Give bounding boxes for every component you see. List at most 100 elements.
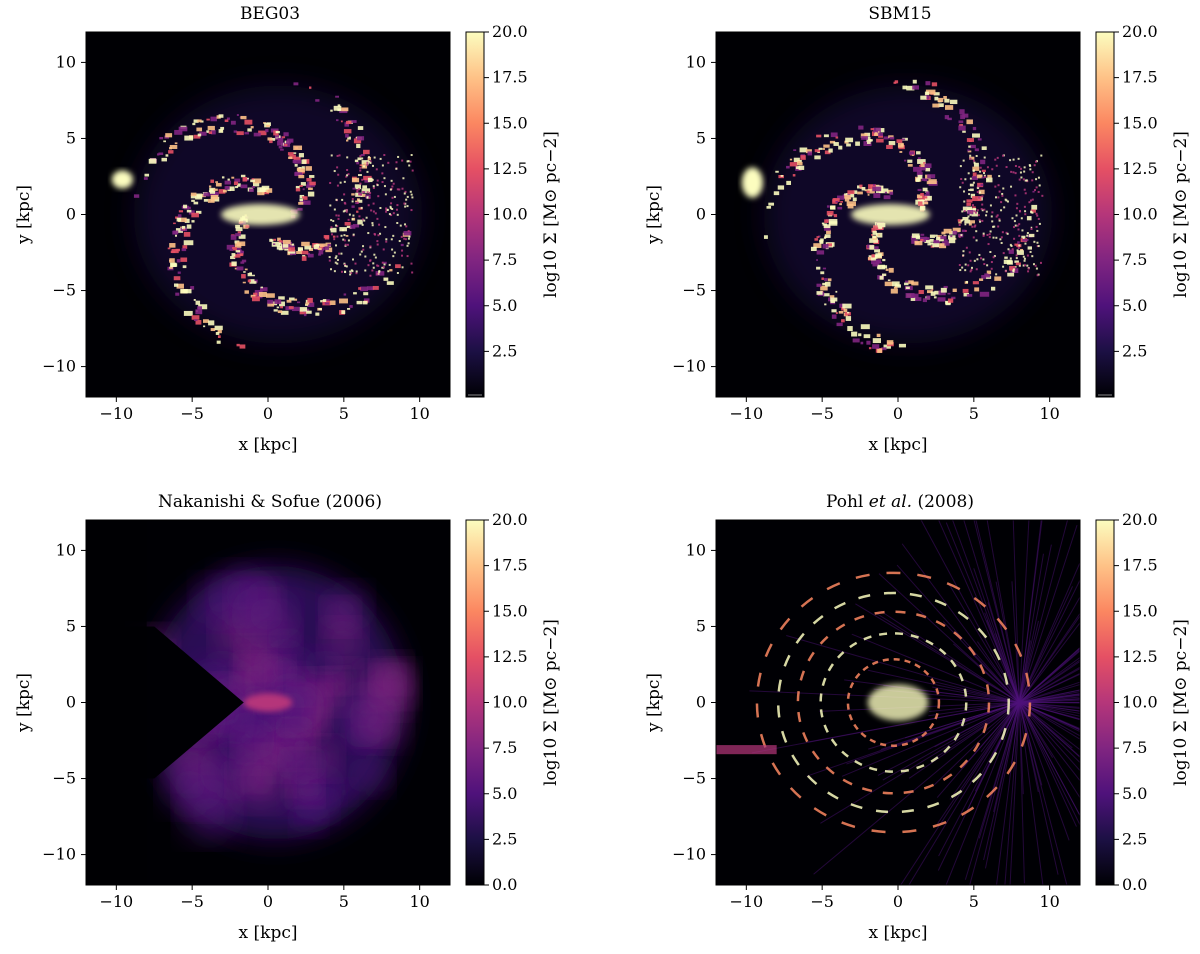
colorbar: 20.0 17.5 15.0 12.5 10.0 7.5 5.0 2.5 0.0 log10 Σ … [1095,510,1191,894]
x-tick-label: 0 [893,404,903,423]
x-tick-label: −5 [810,404,834,423]
y-tick-label: −10 [672,845,706,864]
panel-3: Nakanishi & Sofue (2006) −10 −5 0 5 10 10 5 0 −5 −… [14,492,561,943]
x-tick-label: 0 [263,892,273,911]
x-tick-label: 0 [893,892,903,911]
y-tick-label: −5 [682,769,706,788]
y-tick-label: 5 [696,128,706,147]
colorbar-tick-label: 17.5 [492,68,528,87]
heatmap-image [86,520,450,885]
y-tick-label: 5 [696,616,706,635]
colorbar-tick-label: 5.0 [1122,784,1147,803]
panel-title: SBM15 [868,4,931,24]
x-tick-label: −5 [810,892,834,911]
colorbar-tick-label: 7.5 [1122,250,1147,269]
panel-title: Nakanishi & Sofue (2006) [158,492,382,512]
colorbar-tick-label: 15.0 [1122,113,1158,132]
heatmap-image [86,32,450,397]
colorbar-tick-label: 5.0 [492,296,517,315]
colorbar-tick-label: 10.0 [1122,693,1158,712]
colorbar-tick-label: 0.0 [492,875,517,894]
colorbar-tick-label: 12.5 [1122,647,1158,666]
panel-title: BEG03 [240,4,300,24]
x-tick-label: 0 [263,404,273,423]
colorbar-tick-label: 7.5 [1122,738,1147,757]
colorbar-tick-label: 15.0 [492,113,528,132]
colorbar-tick-label: 12.5 [492,159,528,178]
x-axis-label: x [kpc] [869,923,928,943]
colorbar-tick-label: 20.0 [492,510,528,529]
heatmap-image [716,520,1080,885]
y-tick-label: 5 [66,616,76,635]
colorbar-tick-label: 12.5 [492,647,528,666]
panel-1: BEG03 −10 −5 0 5 10 10 5 0 −5 −10 x [kpc] y [kpc] 20.… [14,4,561,455]
colorbar-tick-label: 17.5 [492,556,528,575]
panel-4: Pohl et al. (2008) −10 −5 0 5 10 10 5 0 −5 −10 x [k… [644,492,1191,943]
y-tick-label: 10 [56,540,76,559]
heatmap-image [716,32,1080,397]
x-tick-label: −10 [99,892,133,911]
panel-2: SBM15 −10 −5 0 5 10 10 5 0 −5 −10 x [kpc] y [kpc] 20.… [644,4,1191,455]
y-axis-label: y [kpc] [14,673,34,733]
colorbar-gradient [1096,520,1114,885]
colorbar-label: log10 Σ [M⊙ pc−2] [1171,131,1191,298]
y-tick-label: −10 [672,357,706,376]
x-tick-label: 5 [969,892,979,911]
colorbar-tick-label: 2.5 [492,829,517,848]
y-axis-label: y [kpc] [644,673,664,733]
y-tick-label: −5 [682,281,706,300]
colorbar: 20.0 17.5 15.0 12.5 10.0 7.5 5.0 2.5 0.0 log10 Σ … [465,510,561,894]
colorbar-gradient [466,32,484,397]
y-axis-label: y [kpc] [14,185,34,245]
colorbar-tick-label: 5.0 [492,784,517,803]
y-tick-label: 10 [686,540,706,559]
x-axis-label: x [kpc] [239,435,298,455]
colorbar-tick-label: 0.0 [1122,875,1147,894]
colorbar-gradient [1096,32,1114,397]
colorbar-tick-label: 17.5 [1122,68,1158,87]
colorbar-tick-label: 20.0 [1122,22,1158,41]
colorbar-label: log10 Σ [M⊙ pc−2] [1171,619,1191,786]
colorbar: 20.0 17.5 15.0 12.5 10.0 7.5 5.0 2.5 log10 Σ [M⊙… [1095,22,1191,398]
colorbar-tick-label: 15.0 [1122,601,1158,620]
colorbar-tick-label: 2.5 [492,341,517,360]
colorbar-tick-label: 12.5 [1122,159,1158,178]
x-axis-label: x [kpc] [869,435,928,455]
y-tick-label: 0 [696,693,706,712]
colorbar-label: log10 Σ [M⊙ pc−2] [541,619,561,786]
x-tick-label: −10 [99,404,133,423]
y-tick-label: 0 [66,205,76,224]
x-tick-label: 10 [1039,404,1059,423]
x-tick-label: 10 [409,892,429,911]
colorbar-tick-label: 2.5 [1122,341,1147,360]
x-tick-label: 10 [1039,892,1059,911]
x-tick-label: 5 [969,404,979,423]
colorbar-label: log10 Σ [M⊙ pc−2] [541,131,561,298]
y-tick-label: −5 [52,769,76,788]
panel-title: Pohl et al. (2008) [826,492,974,512]
y-axis-label: y [kpc] [644,185,664,245]
colorbar-tick-label: 7.5 [492,738,517,757]
x-tick-label: 10 [409,404,429,423]
colorbar-tick-label: 10.0 [1122,205,1158,224]
colorbar: 20.0 17.5 15.0 12.5 10.0 7.5 5.0 2.5 log10 Σ [M⊙… [465,22,561,398]
x-tick-label: −5 [180,404,204,423]
x-tick-label: −5 [180,892,204,911]
x-axis-label: x [kpc] [239,923,298,943]
x-tick-label: −10 [729,892,763,911]
y-tick-label: −10 [42,845,76,864]
x-tick-label: 5 [339,892,349,911]
y-tick-label: 10 [686,52,706,71]
y-tick-label: −5 [52,281,76,300]
x-tick-label: 5 [339,404,349,423]
colorbar-tick-label: 10.0 [492,693,528,712]
colorbar-gradient [466,520,484,885]
y-tick-label: −10 [42,357,76,376]
colorbar-tick-label: 5.0 [1122,296,1147,315]
y-tick-label: 10 [56,52,76,71]
y-tick-label: 0 [66,693,76,712]
y-tick-label: 0 [696,205,706,224]
colorbar-tick-label: 10.0 [492,205,528,224]
colorbar-tick-label: 15.0 [492,601,528,620]
